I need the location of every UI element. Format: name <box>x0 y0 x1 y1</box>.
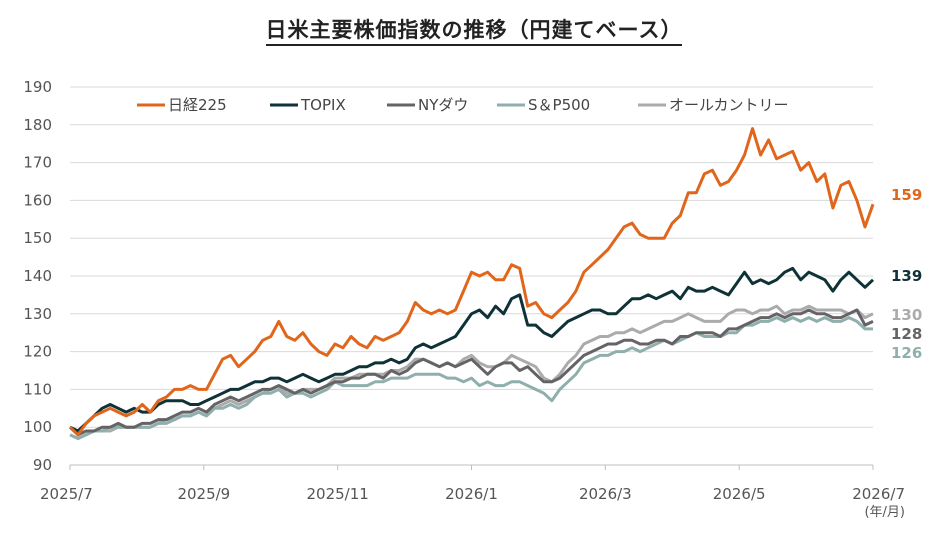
legend-label-1: TOPIX <box>300 96 346 114</box>
legend-label-4: オールカントリー <box>669 96 789 114</box>
x-tick-label: 2026/5 <box>713 485 766 503</box>
x-axis: 2025/7 2025/9 2025/11 2026/1 2026/3 2026/5 202… <box>40 464 905 503</box>
end-label-1: 139 <box>891 267 922 285</box>
x-tick-label: 2026/3 <box>579 485 632 503</box>
series-line-1 <box>69 266 875 433</box>
series-lines <box>68 127 875 440</box>
x-tick-label: 2025/7 <box>40 485 93 503</box>
y-tick-label: 100 <box>23 418 52 436</box>
y-tick-label: 140 <box>23 267 52 285</box>
end-label-2: 128 <box>891 325 922 343</box>
series-line-2 <box>68 308 874 437</box>
y-tick-label: 110 <box>23 380 52 398</box>
x-tick-label: 2026/1 <box>445 485 498 503</box>
end-label-3: 126 <box>891 344 922 362</box>
x-tick-label: 2025/9 <box>177 485 230 503</box>
x-tick-label: 2025/11 <box>307 485 369 503</box>
y-axis-ticks: 90 100 110 120 130 140 150 160 170 180 190 <box>23 78 52 474</box>
x-axis-unit-label: (年/月) <box>864 505 905 520</box>
legend: 日経225 TOPIX NYダウ S＆P500 オールカントリー <box>137 96 789 114</box>
y-tick-label: 130 <box>23 305 52 323</box>
chart-title-text: 日米主要株価指数の推移（円建てベース） <box>265 18 683 46</box>
y-tick-label: 190 <box>23 78 52 96</box>
y-tick-label: 90 <box>33 456 52 474</box>
series-line-0 <box>68 127 875 437</box>
y-tick-label: 120 <box>23 343 52 361</box>
legend-label-2: NYダウ <box>418 96 468 114</box>
legend-label-3: S＆P500 <box>528 96 590 114</box>
chart-title: 日米主要株価指数の推移（円建てベース） <box>0 14 948 46</box>
x-tick-label: 2026/7 <box>852 485 905 503</box>
end-label-0: 159 <box>891 186 922 204</box>
y-tick-label: 180 <box>23 116 52 134</box>
y-tick-label: 160 <box>23 191 52 209</box>
legend-label-0: 日経225 <box>168 96 227 114</box>
end-label-4: 130 <box>891 306 922 324</box>
y-tick-label: 170 <box>23 154 52 172</box>
series-line-3 <box>69 316 873 440</box>
y-tick-label: 150 <box>23 229 52 247</box>
